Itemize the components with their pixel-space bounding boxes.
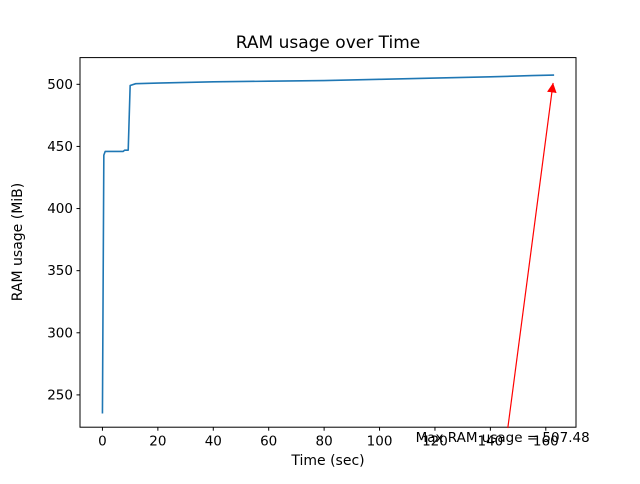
y-tick-label: 450 (47, 139, 73, 155)
x-tick-label: 40 (205, 434, 222, 450)
x-tick-label: 140 (477, 434, 503, 450)
y-tick-label: 500 (47, 77, 73, 93)
axes-spines (79, 57, 577, 428)
y-tick-label: 300 (47, 325, 73, 341)
y-tick-label: 350 (47, 263, 73, 279)
chart-title: RAM usage over Time (236, 33, 420, 53)
annotation-text: Max RAM usage = 507.48 (416, 430, 590, 446)
x-tick-label: 160 (533, 434, 559, 450)
y-axis-label: RAM usage (MiB) (10, 183, 26, 301)
annotation-arrow (507, 82, 557, 429)
y-tick-label: 400 (47, 201, 73, 217)
x-tick-label: 100 (367, 434, 393, 450)
series-line (101, 74, 555, 414)
plot-area: 0 20 40 60 80 100 120 140 160 250 300 350 400 450 500 (47, 57, 577, 450)
x-tick-label: 0 (98, 434, 107, 450)
x-tick-label: 60 (260, 434, 277, 450)
x-tick-label: 120 (422, 434, 448, 450)
x-axis-label: Time (sec) (290, 453, 364, 469)
x-tick-label: 20 (149, 434, 166, 450)
y-tick-label: 250 (47, 387, 73, 403)
x-tick-label: 80 (316, 434, 333, 450)
